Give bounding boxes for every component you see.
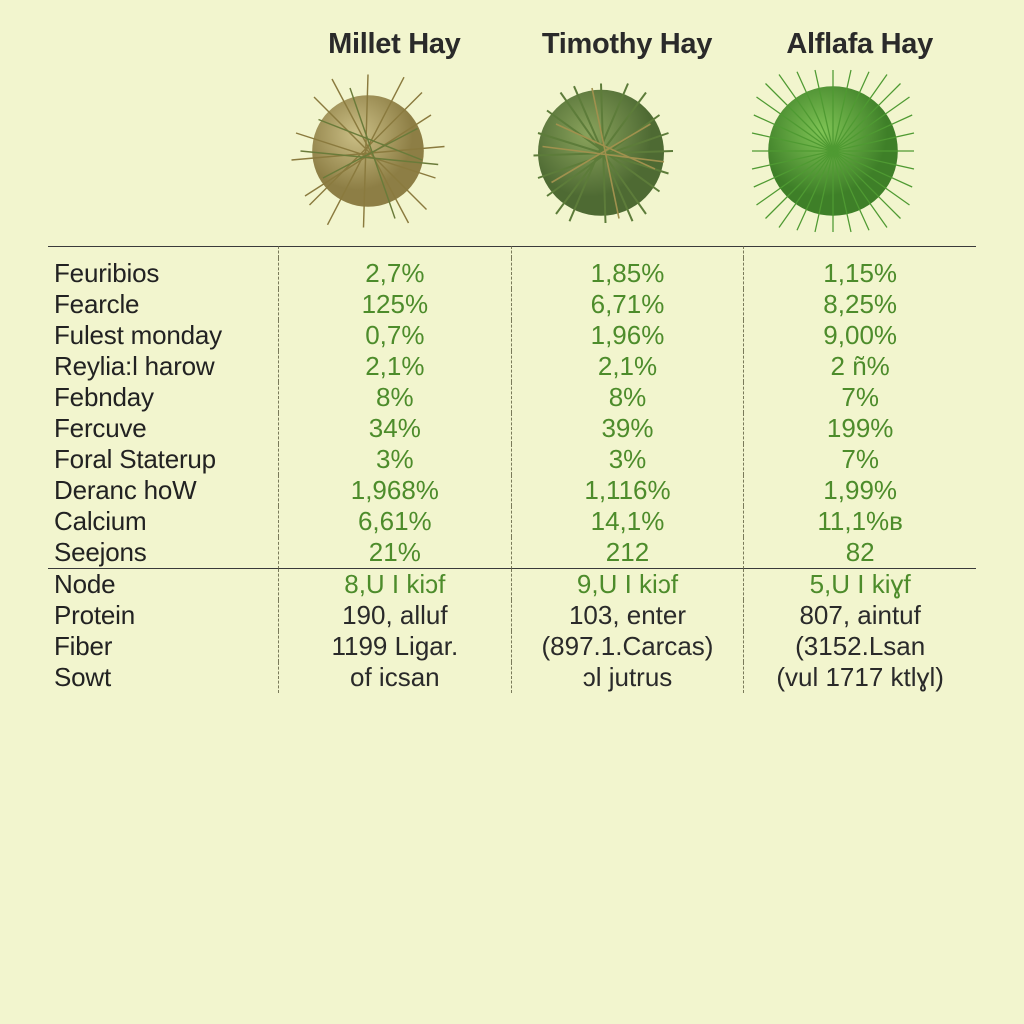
row-label: Fiber bbox=[48, 631, 278, 662]
cell-value: 7% bbox=[743, 444, 976, 475]
row-label: Fulest monday bbox=[48, 320, 278, 351]
hay-comparison-table: Millet Hay Timothy Hay Alflafa Hay bbox=[48, 28, 976, 693]
cell-value: 1,968% bbox=[278, 475, 511, 506]
cell-value: 0,7% bbox=[278, 320, 511, 351]
cell-value: 6,61% bbox=[278, 506, 511, 537]
timothy-hay-icon bbox=[511, 61, 691, 241]
row-label: Seejons bbox=[48, 537, 278, 569]
cell-value: 103, enter bbox=[511, 600, 744, 631]
cell-value: 3% bbox=[511, 444, 744, 475]
row-label-node: Node bbox=[48, 569, 278, 600]
row-label: Protein bbox=[48, 600, 278, 631]
cell-value: 8,U I kiɔf bbox=[278, 569, 511, 600]
cell-value: 1199 Ligar. bbox=[278, 631, 511, 662]
header-spacer bbox=[48, 28, 278, 61]
cell-value: (3152.Lsan bbox=[743, 631, 976, 662]
col-title-timothy: Timothy Hay bbox=[511, 28, 744, 61]
alfalfa-hay-icon bbox=[743, 61, 923, 241]
cell-value: (vul 1717 ktlɣl) bbox=[743, 662, 976, 693]
col-title-alfalfa: Alflafa Hay bbox=[743, 28, 976, 61]
cell-value: 8% bbox=[511, 382, 744, 413]
row-label: Fercuve bbox=[48, 413, 278, 444]
cell-value: 125% bbox=[278, 289, 511, 320]
cell-value: 8,25% bbox=[743, 289, 976, 320]
cell-value: 5,U I kiɣf bbox=[743, 569, 976, 600]
cell-value: 2,7% bbox=[278, 258, 511, 289]
cell-value: 1,96% bbox=[511, 320, 744, 351]
img-spacer bbox=[48, 61, 278, 246]
cell-value: of icsan bbox=[278, 662, 511, 693]
cell-value: 14,1% bbox=[511, 506, 744, 537]
cell-value: ɔl jutrus bbox=[511, 662, 744, 693]
timothy-hay-image bbox=[511, 61, 744, 246]
row-label: Feuribios bbox=[48, 258, 278, 289]
cell-value: 9,U I kiɔf bbox=[511, 569, 744, 600]
cell-value: 807, aintuf bbox=[743, 600, 976, 631]
cell-value: 39% bbox=[511, 413, 744, 444]
cell-value: 8% bbox=[278, 382, 511, 413]
cell-value: 2 ñ% bbox=[743, 351, 976, 382]
millet-hay-image bbox=[278, 61, 511, 246]
cell-value: 1,116% bbox=[511, 475, 744, 506]
col-title-millet: Millet Hay bbox=[278, 28, 511, 61]
row-label: Fearcle bbox=[48, 289, 278, 320]
row-label: Sowt bbox=[48, 662, 278, 693]
row-label: Foral Staterup bbox=[48, 444, 278, 475]
cell-value: 199% bbox=[743, 413, 976, 444]
cell-value: 190, alluf bbox=[278, 600, 511, 631]
cell-value: 9,00% bbox=[743, 320, 976, 351]
cell-value: 82 bbox=[743, 537, 976, 569]
cell-value: 7% bbox=[743, 382, 976, 413]
cell-value: 2,1% bbox=[278, 351, 511, 382]
cell-value: (897.1.Carcas) bbox=[511, 631, 744, 662]
alfalfa-hay-image bbox=[743, 61, 976, 246]
cell-value: 6,71% bbox=[511, 289, 744, 320]
cell-value: 2,1% bbox=[511, 351, 744, 382]
row-label: Febnday bbox=[48, 382, 278, 413]
rule-top bbox=[48, 246, 278, 258]
millet-hay-icon bbox=[278, 61, 458, 241]
cell-value: 34% bbox=[278, 413, 511, 444]
cell-value: 1,85% bbox=[511, 258, 744, 289]
row-label: Deranc hoW bbox=[48, 475, 278, 506]
row-label: Reylia:l harow bbox=[48, 351, 278, 382]
cell-value: 1,15% bbox=[743, 258, 976, 289]
cell-value: 1,99% bbox=[743, 475, 976, 506]
cell-value: 21% bbox=[278, 537, 511, 569]
cell-value: 3% bbox=[278, 444, 511, 475]
row-label: Calcium bbox=[48, 506, 278, 537]
cell-value: 212 bbox=[511, 537, 744, 569]
cell-value: 11,1%в bbox=[743, 506, 976, 537]
